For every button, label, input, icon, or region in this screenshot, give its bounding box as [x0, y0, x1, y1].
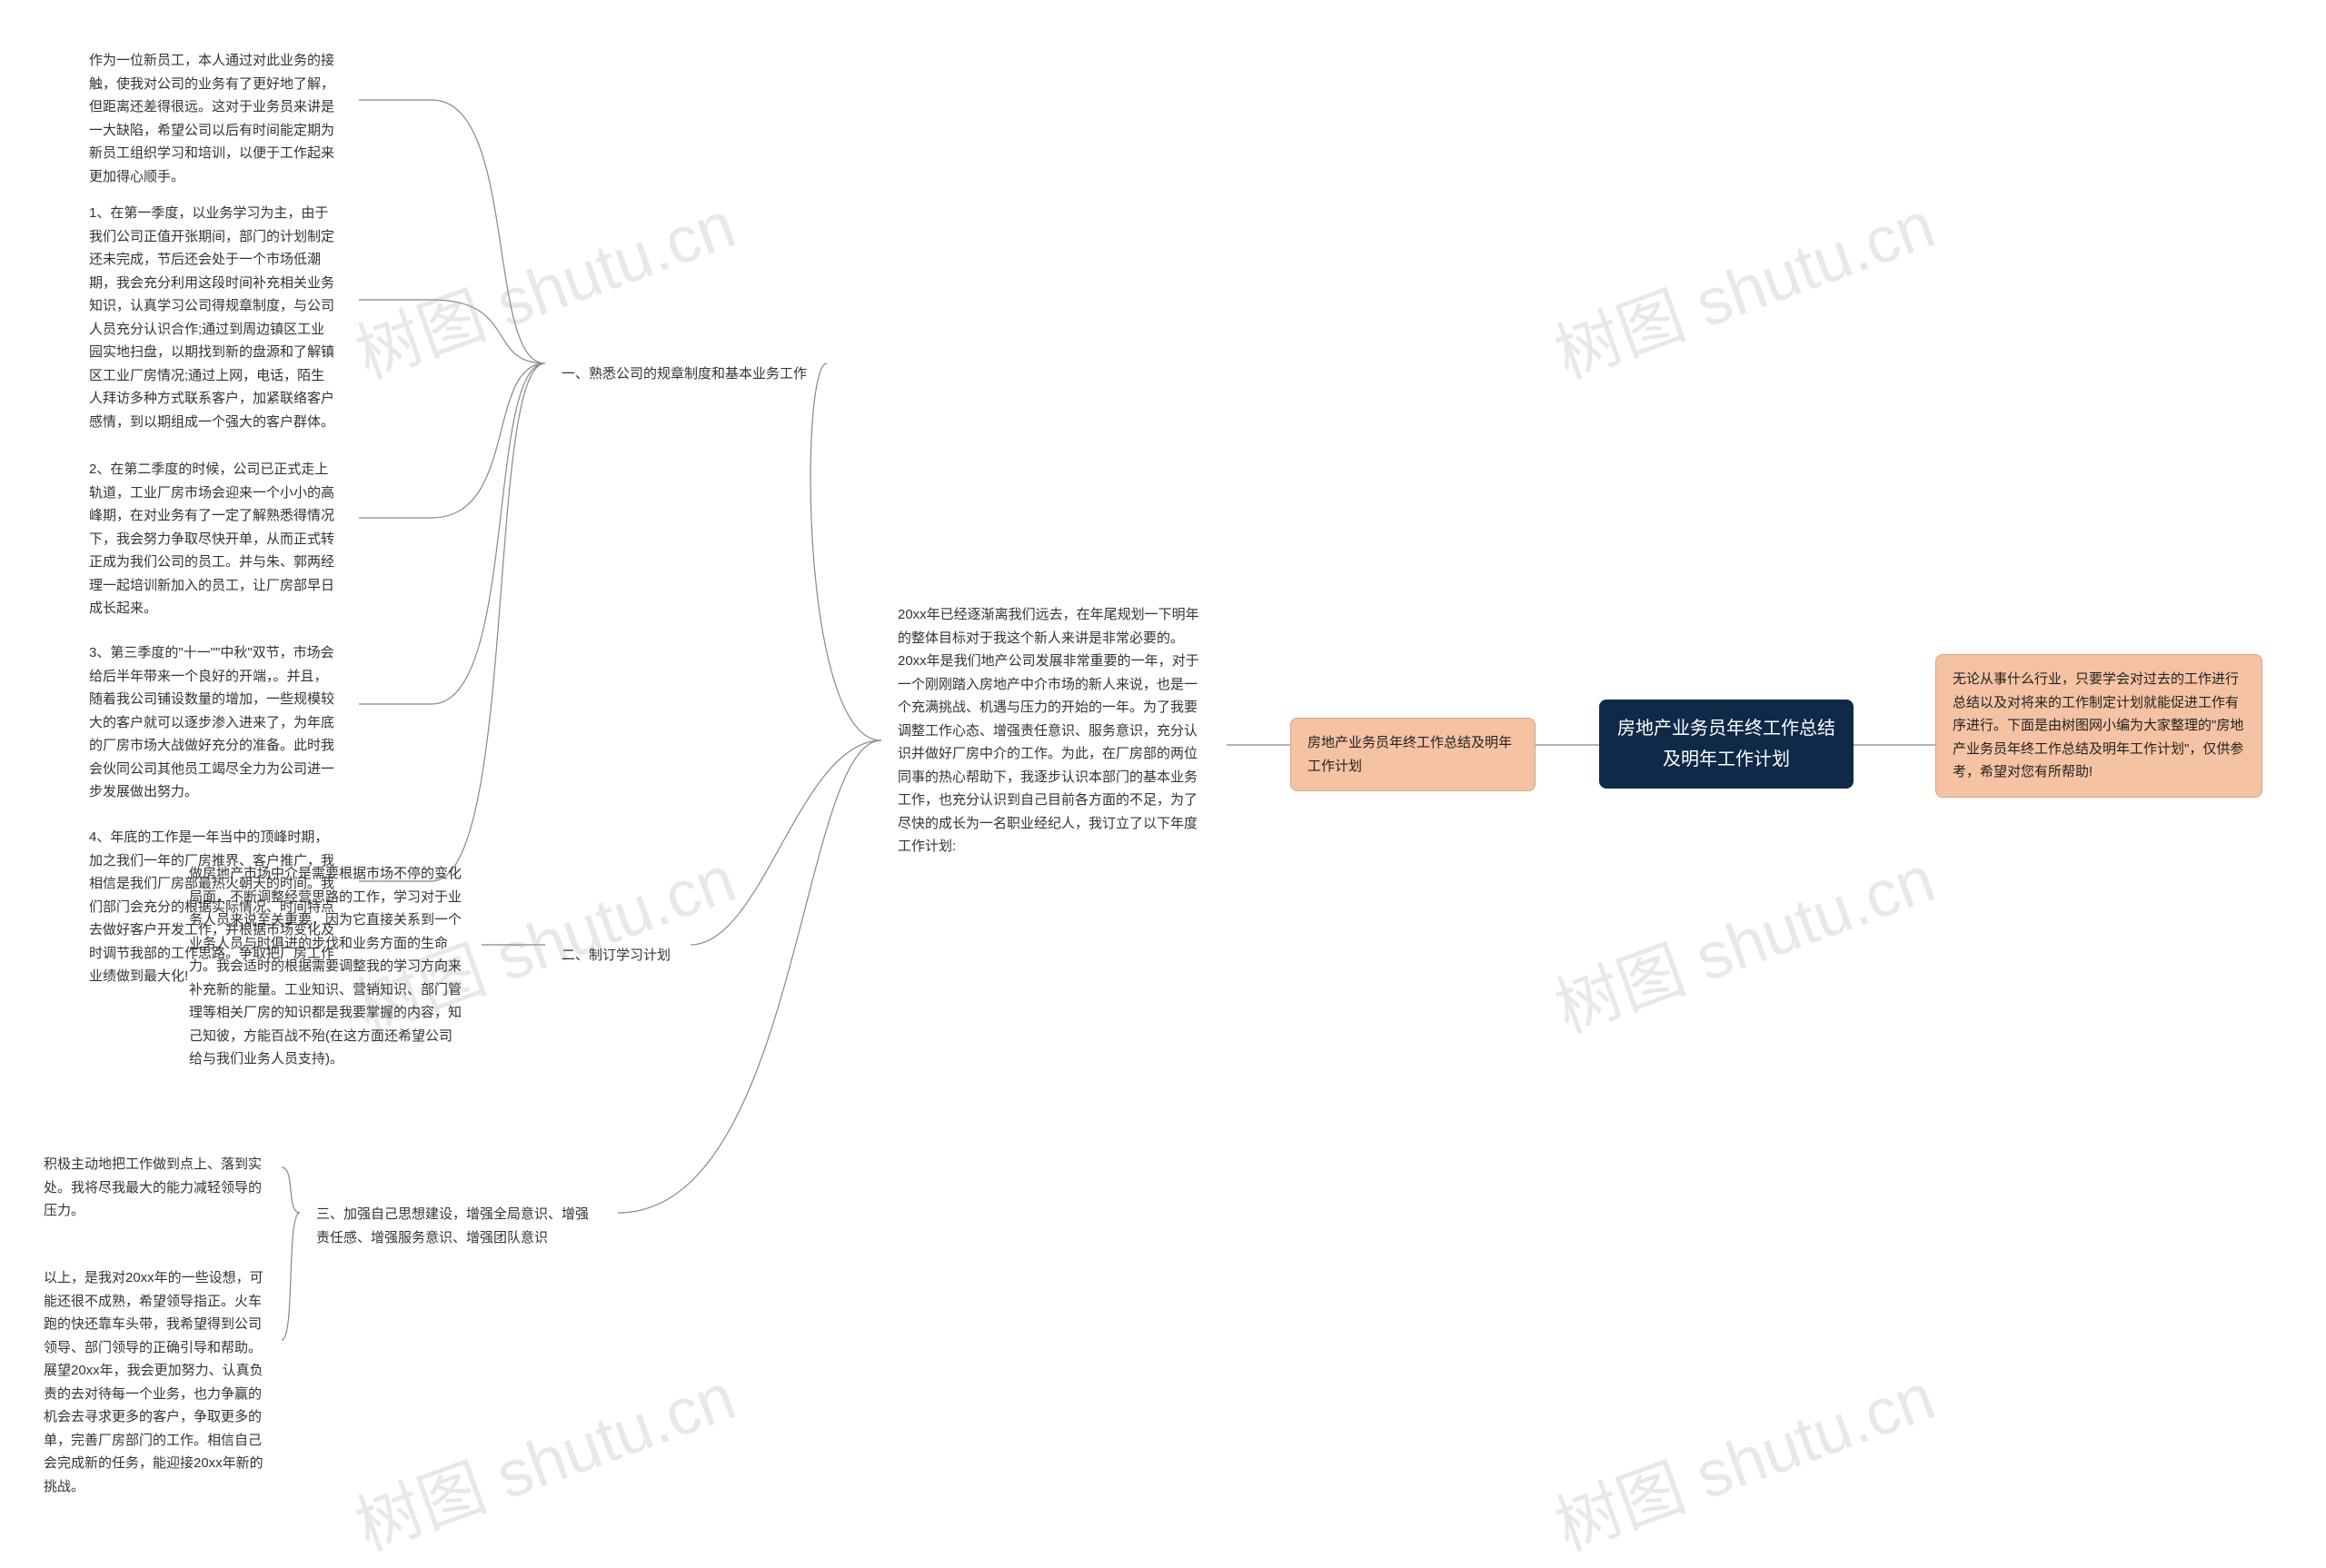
node-sec3-label[interactable]: 三、加强自己思想建设，增强全局意识、增强责任感、增强服务意识、增强团队意识 — [300, 1190, 618, 1262]
connector — [1854, 727, 1944, 763]
sec3-label-text: 三、加强自己思想建设，增强全局意识、增强责任感、增强服务意识、增强团队意识 — [316, 1206, 589, 1245]
sec2-leaf-text: 做房地产市场中介是需要根据市场不停的变化局面，不断调整经营思路的工作，学习对于业… — [189, 866, 462, 1067]
node-left-title[interactable]: 房地产业务员年终工作总结及明年工作计划 — [1290, 718, 1536, 791]
node-sec3-leaf[interactable]: 积极主动地把工作做到点上、落到实处。我将尽我最大的能力减轻领导的压力。 — [27, 1140, 282, 1236]
intro-text: 20xx年已经逐渐离我们远去，在年尾规划一下明年的整体目标对于我这个新人来讲是非… — [898, 607, 1199, 854]
node-sec1-leaf[interactable]: 作为一位新员工，本人通过对此业务的接触，使我对公司的业务有了更好地了解，但距离还… — [73, 36, 354, 201]
connector — [1227, 727, 1299, 763]
mindmap-root[interactable]: 房地产业务员年终工作总结及明年工作计划 — [1599, 700, 1854, 789]
sec3-leaf-text-0: 积极主动地把工作做到点上、落到实处。我将尽我最大的能力减轻领导的压力。 — [44, 1156, 262, 1218]
sec1-leaf-text-2: 2、在第二季度的时候，公司已正式走上轨道，工业厂房市场会迎来一个小小的高峰期，在… — [89, 461, 334, 616]
node-intro[interactable]: 20xx年已经逐渐离我们远去，在年尾规划一下明年的整体目标对于我这个新人来讲是非… — [881, 590, 1227, 871]
node-sec2-label[interactable]: 二、制订学习计划 — [545, 931, 691, 980]
root-title: 房地产业务员年终工作总结及明年工作计划 — [1617, 719, 1835, 769]
sec1-leaf-text-0: 作为一位新员工，本人通过对此业务的接触，使我对公司的业务有了更好地了解，但距离还… — [89, 53, 334, 184]
watermark: 树图 shutu.cn — [1540, 172, 1945, 397]
watermark: 树图 shutu.cn — [341, 1344, 746, 1568]
connector — [482, 936, 554, 963]
bracket-sec1 — [359, 55, 550, 927]
node-sec3-leaf[interactable]: 以上，是我对20xx年的一些设想，可能还很不成熟，希望领导指正。火车跑的快还靠车… — [27, 1254, 282, 1511]
node-sec1-leaf[interactable]: 2、在第二季度的时候，公司已正式走上轨道，工业厂房市场会迎来一个小小的高峰期，在… — [73, 445, 354, 633]
node-sec2-leaf[interactable]: 做房地产市场中介是需要根据市场不停的变化局面，不断调整经营思路的工作，学习对于业… — [173, 849, 482, 1084]
connector — [1536, 727, 1608, 763]
sec1-leaf-text-3: 3、第三季度的"十一""中秋"双节，市场会给后半年带来一个良好的开端，。并且，随… — [89, 645, 334, 799]
right-summary-text: 无论从事什么行业，只要学会对过去的工作进行总结以及对将来的工作制定计划就能促进工… — [1953, 671, 2243, 779]
sec2-label-text: 二、制订学习计划 — [562, 948, 671, 963]
node-sec1-leaf[interactable]: 1、在第一季度，以业务学习为主，由于我们公司正值开张期间，部门的计划制定还未完成… — [73, 189, 354, 446]
left-title-text: 房地产业务员年终工作总结及明年工作计划 — [1307, 735, 1512, 774]
watermark: 树图 shutu.cn — [1540, 1344, 1945, 1568]
node-sec1-leaf[interactable]: 3、第三季度的"十一""中秋"双节，市场会给后半年带来一个良好的开端，。并且，随… — [73, 629, 354, 817]
node-right-summary[interactable]: 无论从事什么行业，只要学会对过去的工作进行总结以及对将来的工作制定计划就能促进工… — [1935, 654, 2262, 798]
watermark: 树图 shutu.cn — [1540, 826, 1945, 1051]
sec1-label-text: 一、熟悉公司的规章制度和基本业务工作 — [562, 366, 807, 382]
sec1-leaf-text-1: 1、在第一季度，以业务学习为主，由于我们公司正值开张期间，部门的计划制定还未完成… — [89, 205, 334, 430]
connector — [618, 359, 890, 1231]
node-sec1-label[interactable]: 一、熟悉公司的规章制度和基本业务工作 — [545, 350, 827, 399]
sec3-leaf-text-1: 以上，是我对20xx年的一些设想，可能还很不成熟，希望领导指正。火车跑的快还靠车… — [44, 1270, 263, 1494]
